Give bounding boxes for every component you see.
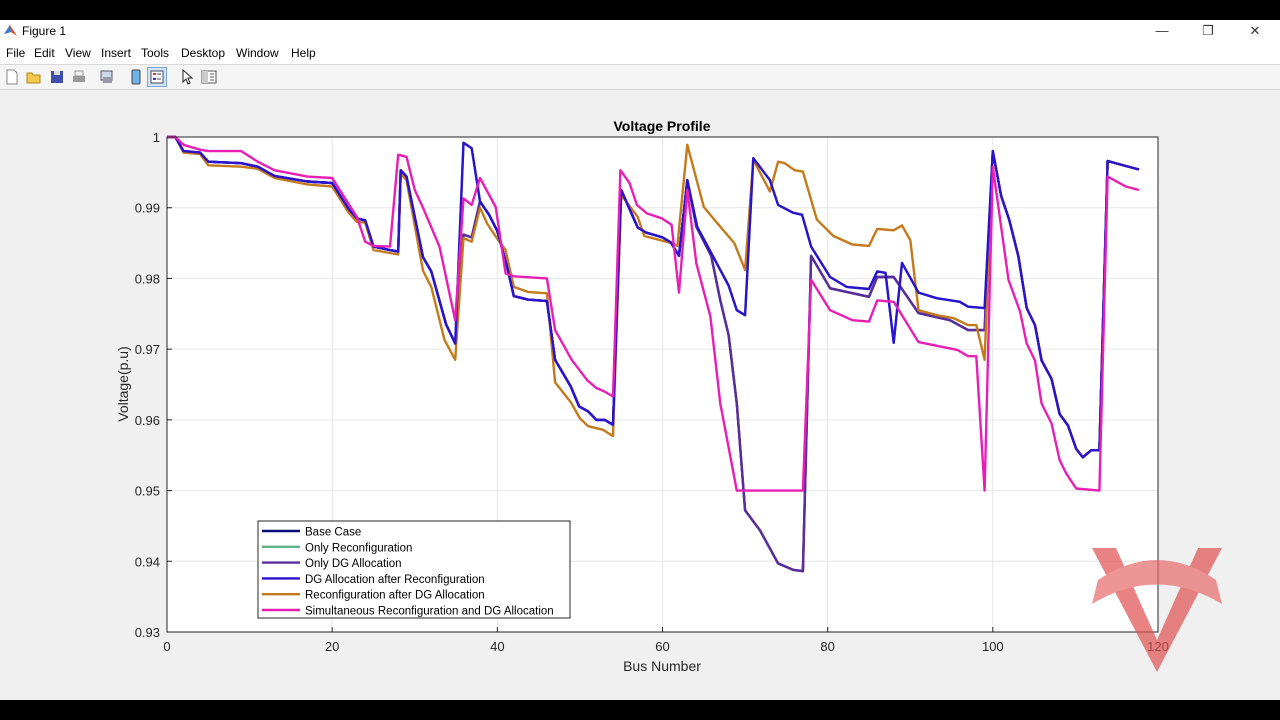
menu-bar: File Edit View Insert Tools Desktop Wind… (0, 42, 1280, 64)
y-tick-label: 0.94 (135, 554, 160, 569)
menu-file[interactable]: File (6, 46, 26, 60)
legend-label: Only DG Allocation (305, 558, 402, 570)
voltage-profile-chart[interactable]: 0204060801001200.930.940.950.960.970.980… (0, 90, 1280, 700)
series-line-simultaneous-reconfiguration-and-dg-allocation (167, 135, 1140, 492)
legend-label: Only Reconfiguration (305, 542, 412, 554)
menu-tools[interactable]: Tools (141, 46, 170, 60)
menu-desktop[interactable]: Desktop (181, 46, 226, 60)
x-axis-label: Bus Number (623, 658, 701, 674)
legend-label: DG Allocation after Reconfiguration (305, 574, 485, 586)
menu-help[interactable]: Help (291, 46, 316, 60)
x-tick-label: 0 (163, 639, 170, 654)
restore-button[interactable]: ❐ (1202, 23, 1214, 38)
legend-label: Base Case (305, 527, 361, 539)
window-title: Figure 1 (22, 24, 67, 38)
menu-edit[interactable]: Edit (34, 46, 55, 60)
minimize-button[interactable]: — (1155, 23, 1169, 38)
watermark-logo (1092, 548, 1222, 672)
title-bar: Figure 1 — ❐ ✕ (0, 20, 1280, 42)
y-axis-label: Voltage(p.u) (115, 346, 131, 422)
x-tick-label: 100 (982, 639, 1004, 654)
x-tick-label: 20 (325, 639, 339, 654)
ticks: 0204060801001200.930.940.950.960.970.980… (135, 130, 1169, 654)
print-icon[interactable] (70, 68, 88, 86)
series-line-dg-allocation-after-reconfiguration (167, 135, 1140, 459)
x-tick-label: 60 (655, 639, 669, 654)
y-tick-label: 0.95 (135, 484, 160, 499)
link-plot-icon[interactable] (98, 68, 116, 86)
figure-canvas: 0204060801001200.930.940.950.960.970.980… (0, 90, 1280, 700)
y-tick-label: 0.97 (135, 342, 160, 357)
series-lines (167, 135, 1140, 573)
open-file-icon[interactable] (25, 68, 43, 86)
toolbar (0, 64, 1280, 90)
menu-insert[interactable]: Insert (101, 46, 132, 60)
x-tick-label: 40 (490, 639, 504, 654)
matlab-logo-icon (4, 25, 17, 36)
legend-box (257, 520, 571, 619)
figure-window: Figure 1 — ❐ ✕ File Edit View Insert Too… (0, 20, 1280, 700)
property-editor-icon[interactable] (200, 68, 218, 86)
close-button[interactable]: ✕ (1249, 23, 1261, 38)
y-tick-label: 0.98 (135, 271, 160, 286)
colorbar-icon[interactable] (127, 68, 145, 86)
x-tick-label: 80 (820, 639, 834, 654)
y-tick-label: 0.99 (135, 201, 160, 216)
legend[interactable]: Base Case Only Reconfiguration Only DG All… (257, 520, 571, 619)
pointer-icon[interactable] (178, 68, 196, 86)
legend-label: Simultaneous Reconfiguration and DG Allo… (305, 606, 554, 618)
y-tick-label: 0.96 (135, 413, 160, 428)
save-icon[interactable] (48, 68, 66, 86)
new-figure-icon[interactable] (3, 68, 21, 86)
menu-view[interactable]: View (65, 46, 91, 60)
legend-icon[interactable] (147, 67, 167, 87)
y-tick-label: 1 (153, 130, 160, 145)
chart-title: Voltage Profile (614, 118, 711, 134)
menu-window[interactable]: Window (236, 46, 279, 60)
y-tick-label: 0.93 (135, 625, 160, 640)
legend-label: Reconfiguration after DG Allocation (305, 590, 485, 602)
